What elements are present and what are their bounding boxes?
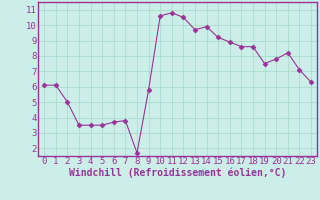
X-axis label: Windchill (Refroidissement éolien,°C): Windchill (Refroidissement éolien,°C) (69, 168, 286, 178)
